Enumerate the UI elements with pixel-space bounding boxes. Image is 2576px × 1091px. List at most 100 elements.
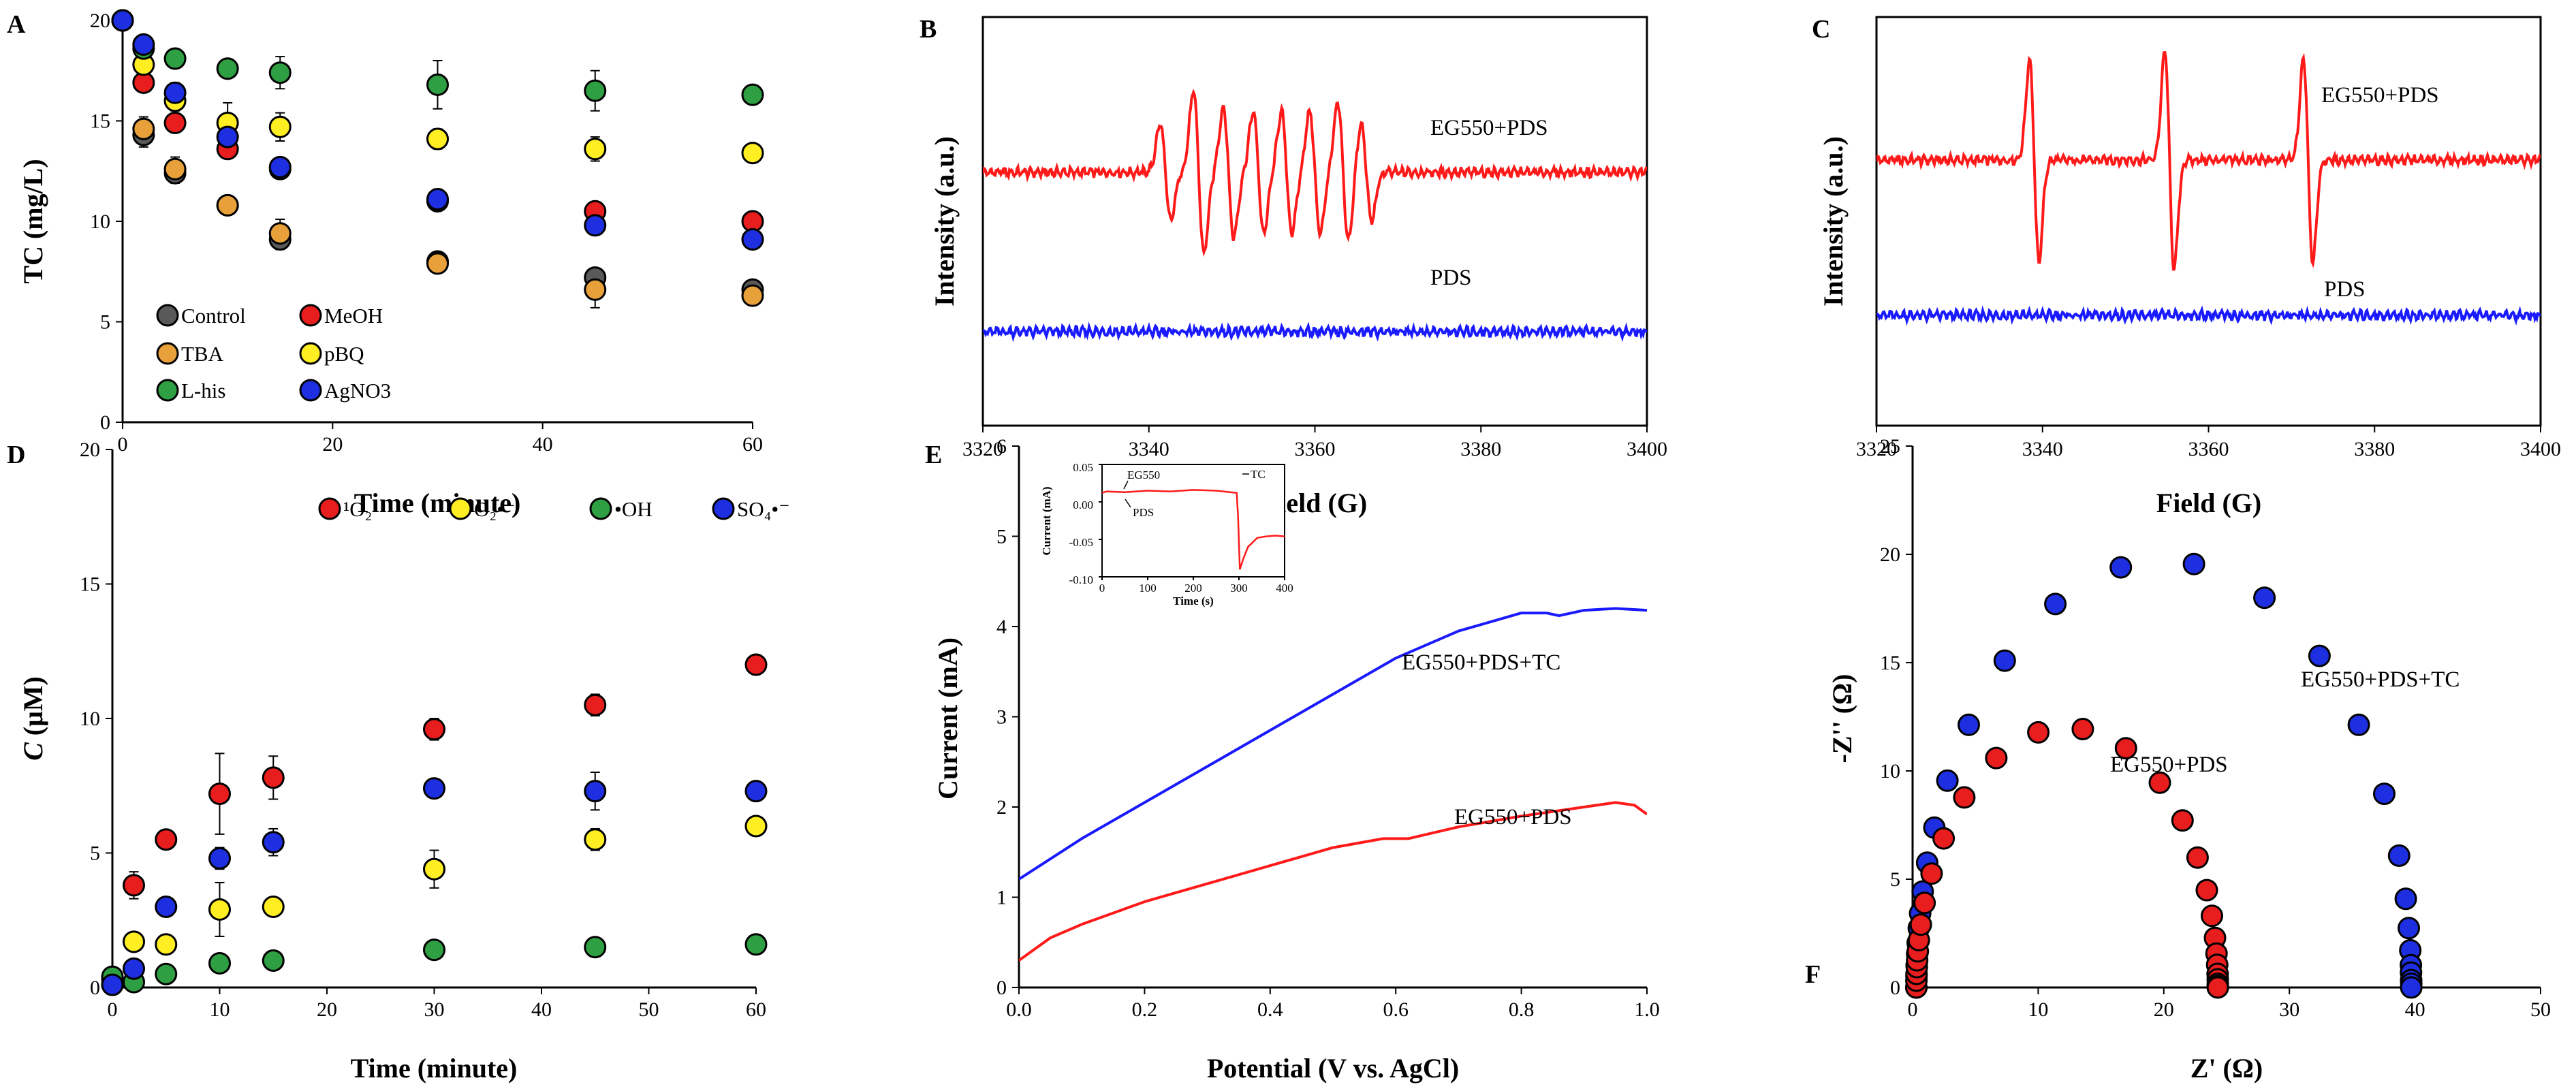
panel-a-point-l-his [163, 47, 187, 70]
panel-a-xlabel: Time (minute) [354, 488, 521, 518]
panel-f-ytick-label: 25 [1880, 435, 1900, 458]
panel-e-ytick-label: 6 [996, 435, 1007, 458]
panel-d-point-o [423, 857, 445, 881]
panel-d-point-oh [584, 936, 607, 959]
panel-f-xtick-label: 20 [2154, 998, 2174, 1021]
panel-d-xtick-label: 50 [639, 998, 659, 1021]
inset-frame [1101, 464, 1285, 578]
panel-c-xtick-label: 3360 [2188, 438, 2229, 460]
panel-d-point-o [744, 653, 768, 676]
panel-d-ylabel-var: C [18, 742, 48, 761]
panel-d-xtick-label: 30 [424, 998, 445, 1021]
legend-marker-control [156, 304, 179, 327]
panel-f-point-eg550-pds-tc [1958, 713, 1980, 736]
panel-e-label: E [925, 441, 942, 469]
panel-d-ylabel: C (μM) [18, 676, 48, 761]
panel-a-point-tba [741, 284, 764, 307]
panel-a-ytick-label: 15 [90, 110, 110, 133]
panel-a-ytick-label: 0 [100, 411, 110, 434]
panel-a-label: A [7, 10, 26, 39]
legend-marker-hydroxyl [589, 497, 612, 520]
panel-f-point-eg550-pds [2071, 718, 2094, 740]
panel-e-ytick-label: 3 [996, 706, 1007, 729]
inset-label-tc: TC [1251, 468, 1266, 481]
panel-a-point-meoh [163, 111, 187, 134]
panel-f-ytick-label: 0 [1890, 977, 1900, 999]
panel-a-point-pbq [741, 142, 764, 165]
inset-ytick-label: -0.10 [1069, 573, 1093, 586]
panel-f-point-eg550-pds-tc [2347, 713, 2370, 736]
panel-d-point-o [155, 828, 178, 851]
panel-a-point-tba [426, 252, 449, 275]
panel-a-point-pbq [584, 138, 607, 161]
inset-xtick-label: 200 [1184, 582, 1202, 595]
panel-d-point-so [208, 847, 231, 870]
panel-e-xtick-label: 0.2 [1132, 998, 1158, 1021]
panel-f-point-eg550-pds [2206, 976, 2229, 999]
panel-a-point-l-his [584, 79, 607, 102]
panel-d-point-oh [262, 949, 285, 972]
panel-d-xtick-label: 40 [531, 998, 552, 1021]
panel-a-point-tba [584, 278, 607, 301]
panel-c-xtick-label: 3400 [2520, 438, 2561, 460]
panel-b-line-eg550-pds [983, 89, 1647, 257]
panel-a-ytick-label: 10 [90, 210, 110, 233]
panel-f-xtick-label: 50 [2530, 998, 2551, 1021]
panel-c-label-eg550-pds: EG550+PDS [2321, 83, 2439, 108]
panel-d-xtick-label: 20 [317, 998, 337, 1021]
legend-marker-sulfate [712, 497, 735, 520]
panel-a-point-pbq [426, 127, 449, 151]
panel-f-point-eg550-pds [2201, 904, 2223, 928]
panel-f-point-eg550-pds-tc [2182, 552, 2205, 575]
panel-e-xtick-label: 0.4 [1257, 998, 1283, 1021]
panel-d-point-o [744, 815, 768, 838]
panel-a-point-agno3 [163, 81, 187, 104]
inset-pointer-eg550 [1123, 480, 1129, 490]
panel-e-line-eg550-pds [1019, 801, 1647, 962]
panel-e-xlabel: Potential (V vs. AgCl) [1207, 1053, 1459, 1084]
panel-a-point-tba [132, 117, 155, 140]
panel-d-point-o [262, 766, 285, 789]
panel-f-point-eg550-pds-tc [2373, 782, 2396, 806]
panel-d: 0 5 10 15 20 0 10 20 30 40 50 60 ¹O₂ O₂•⁻ •OH SO₄•⁻… [18, 439, 790, 1084]
panel-d-point-o [423, 718, 445, 741]
panel-f-label-eg550-pds-tc: EG550+PDS+TC [2301, 667, 2460, 692]
panel-d-point-o [208, 782, 231, 806]
panel-d-ylabel-unit: (μM) [18, 676, 48, 742]
panel-b-line-pds [983, 321, 1647, 343]
panel-a-point-agno3 [741, 228, 764, 251]
panel-d-point-so [262, 831, 285, 854]
panel-c-xtick-label: 3320 [1856, 438, 1897, 460]
inset-ytick-label: 0.05 [1073, 461, 1093, 474]
panel-f-point-eg550-pds [1920, 862, 1943, 885]
panel-f-point-eg550-pds-tc [2044, 592, 2067, 616]
panel-a-point-l-his [268, 61, 292, 84]
legend-label-lhis: L-his [181, 379, 225, 402]
inset-xtick-label: 0 [1099, 582, 1105, 595]
inset-xtick-label: 100 [1139, 582, 1157, 595]
panel-d-ytick-label: 20 [80, 439, 100, 461]
panel-b-frame [981, 16, 1648, 427]
panel-d-point-so [744, 780, 768, 803]
panel-d-xlabel: Time (minute) [351, 1053, 518, 1084]
panel-a-legend: Control MeOH TBA pBQ L-his AgNO3 [156, 304, 391, 402]
panel-e-ytick-label: 5 [996, 526, 1007, 548]
panel-b-ylabel: Intensity (a.u.) [929, 136, 960, 306]
panel-d-point-so [123, 957, 145, 980]
panel-d-ytick-label: 5 [90, 842, 100, 865]
legend-label-singlet-oxygen: ¹O₂ [343, 497, 373, 521]
panel-b-xtick-label: 3380 [1460, 438, 1501, 460]
panel-f-ytick-label: 20 [1880, 543, 1900, 566]
legend-label-superoxide: O₂•⁻ [474, 497, 515, 521]
panel-c-line-eg550-pds [1876, 50, 2541, 271]
panel-f-point-eg550-pds [1932, 827, 1955, 850]
panel-f-xtick-label: 40 [2405, 998, 2425, 1021]
panel-c-line-pds [1876, 305, 2541, 326]
panel-b-xtick-label: 3400 [1627, 438, 1667, 460]
legend-marker-pbq [299, 342, 322, 365]
panel-a-ytick-label: 20 [90, 10, 110, 32]
legend-label-sulfate: SO₄•⁻ [737, 497, 790, 521]
panel-a-ytick-label: 5 [100, 311, 110, 334]
